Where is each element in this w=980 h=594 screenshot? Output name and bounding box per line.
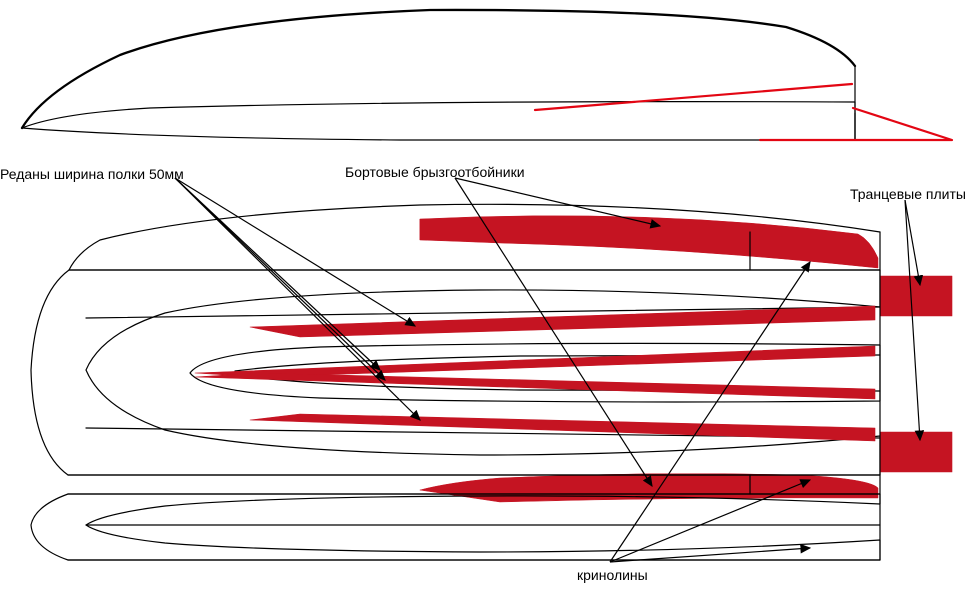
label-trans: Транцевые плиты [850,186,966,202]
boat-hull-diagram [0,0,980,594]
label-bort: Бортовые брызгоотбойники [345,164,525,180]
label-redany: Реданы ширина полки 50мм [0,166,184,182]
bottom-plan-view [31,204,952,560]
label-krinoliny: кринолины [577,567,648,583]
side-profile-view [22,10,952,140]
